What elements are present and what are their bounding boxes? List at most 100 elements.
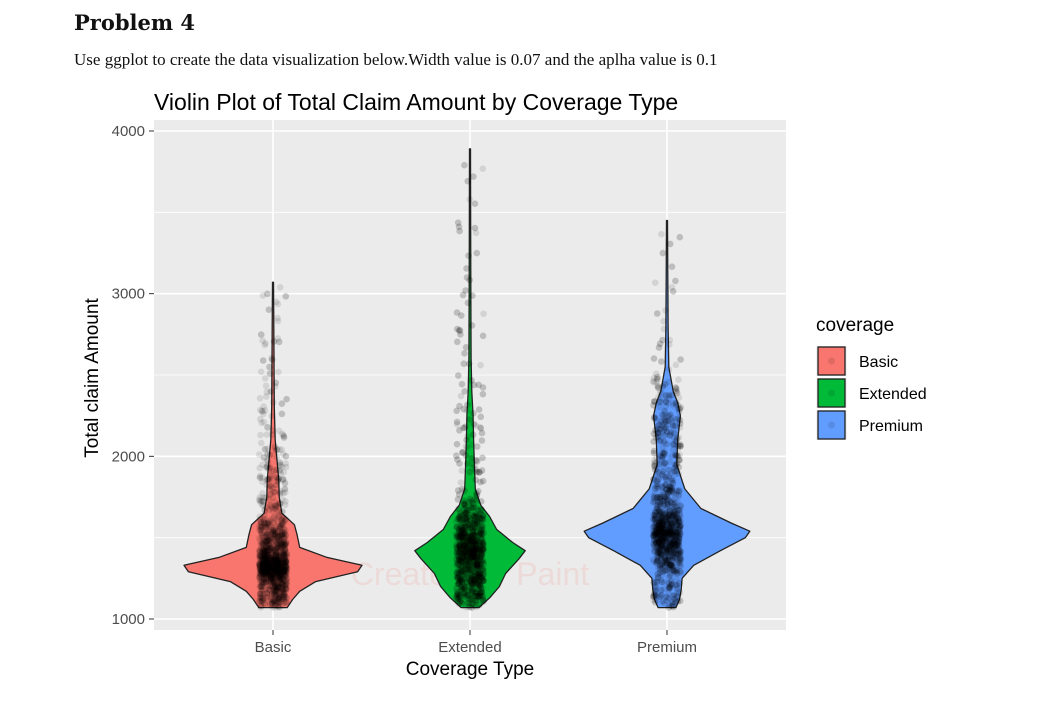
jitter-point [274, 557, 282, 565]
jitter-point [454, 561, 462, 569]
jitter-point [282, 588, 289, 595]
jitter-point [264, 565, 272, 573]
violin-basic [183, 281, 363, 609]
jitter-point [281, 593, 289, 600]
legend-label-basic: Basic [859, 354, 898, 371]
jitter-point [270, 546, 278, 554]
jitter-point [460, 524, 468, 532]
jitter-point [278, 517, 286, 524]
jitter-point [263, 558, 270, 566]
jitter-point [256, 472, 264, 480]
jitter-point [273, 532, 281, 540]
jitter-point [260, 564, 268, 571]
jitter-point [270, 536, 278, 543]
jitter-point [275, 559, 283, 567]
jitter-point [281, 546, 289, 553]
jitter-point [264, 560, 271, 567]
jitter-point [282, 452, 290, 460]
jitter-point [469, 512, 477, 520]
jitter-point [477, 413, 485, 421]
jitter-point [266, 573, 274, 581]
jitter-point [459, 449, 467, 457]
jitter-point [271, 528, 278, 536]
jitter-point [277, 573, 284, 580]
jitter-point [661, 534, 669, 541]
jitter-point [473, 576, 480, 584]
jitter-point [256, 590, 264, 597]
jitter-point [473, 511, 481, 518]
jitter-point [267, 600, 274, 608]
jitter-point [268, 535, 276, 543]
jitter-point [453, 452, 460, 460]
jitter-point [280, 589, 287, 596]
jitter-point [259, 539, 266, 547]
jitter-point [465, 585, 473, 592]
jitter-point [275, 599, 282, 607]
jitter-point [261, 512, 269, 519]
jitter-point [468, 604, 476, 611]
jitter-point [280, 562, 287, 570]
jitter-point [276, 568, 284, 575]
jitter-point [260, 564, 268, 571]
jitter-point [282, 501, 289, 509]
jitter-point [280, 568, 287, 575]
jitter-point [652, 415, 659, 422]
jitter-point [256, 562, 264, 569]
jitter-point [266, 564, 273, 572]
jitter-point [259, 494, 267, 501]
jitter-point [268, 576, 275, 584]
jitter-point [277, 531, 284, 538]
jitter-point [261, 341, 269, 349]
jitter-point [463, 265, 470, 272]
jitter-point [274, 533, 282, 541]
jitter-point [257, 545, 265, 552]
jitter-point [465, 529, 472, 536]
jitter-point [264, 565, 272, 573]
jitter-point [278, 602, 286, 610]
jitter-point [260, 454, 268, 461]
jitter-point [260, 571, 267, 578]
jitter-point [282, 293, 290, 300]
jitter-point [283, 557, 291, 564]
jitter-point [270, 531, 278, 539]
jitter-point [471, 572, 479, 579]
jitter-point [269, 529, 276, 537]
y-tick-label: 4000 [112, 123, 145, 140]
jitter-point [652, 584, 659, 591]
jitter-point [257, 541, 265, 549]
jitter-point [269, 563, 277, 571]
jitter-point [268, 551, 275, 558]
jitter-point [260, 547, 267, 554]
jitter-point [466, 603, 473, 611]
jitter-point [271, 555, 279, 562]
jitter-point [453, 407, 461, 415]
jitter-point [273, 557, 281, 564]
jitter-point [264, 565, 272, 572]
jitter-point [272, 481, 280, 489]
jitter-point [270, 564, 278, 572]
jitter-point [282, 567, 290, 574]
jitter-point [275, 595, 282, 602]
jitter-point [276, 554, 283, 561]
jitter-point [280, 514, 287, 521]
jitter-point [476, 469, 483, 476]
jitter-point [282, 526, 289, 534]
jitter-point [283, 578, 290, 585]
jitter-point [455, 556, 463, 564]
jitter-point [261, 565, 269, 573]
jitter-point [260, 570, 268, 578]
jitter-point [266, 554, 274, 561]
jitter-point [264, 464, 272, 471]
jitter-point [273, 298, 280, 306]
jitter-point [274, 568, 281, 575]
jitter-point [277, 570, 285, 578]
jitter-point [272, 530, 280, 537]
jitter-point [261, 445, 269, 453]
jitter-point [462, 515, 469, 522]
jitter-point [270, 579, 277, 587]
jitter-point [670, 441, 677, 448]
jitter-point [475, 406, 483, 413]
jitter-point [454, 456, 461, 463]
violin-premium [583, 219, 751, 609]
jitter-point [276, 556, 284, 564]
